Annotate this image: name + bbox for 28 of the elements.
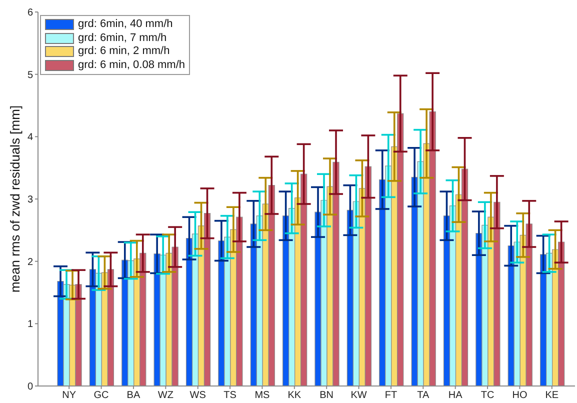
x-tick-label: GC (94, 390, 109, 402)
y-tick-label: 6 (27, 8, 34, 19)
x-tick-label: BN (320, 390, 334, 402)
y-tick-label: 4 (27, 132, 34, 144)
x-tick-label: MS (254, 390, 270, 402)
x-tick-label: KK (288, 390, 302, 402)
legend-label: grd: 6min, 7 mm/h (78, 32, 167, 45)
x-tick-label: FT (384, 390, 398, 402)
x-tick-label: WS (190, 390, 206, 402)
legend-label: grd: 6 min, 0.08 mm/h (78, 58, 185, 72)
y-tick-label: 1 (27, 319, 34, 330)
x-tick-label: HO (512, 390, 528, 402)
x-tick-label: TA (417, 390, 430, 402)
x-tick-label: BA (126, 390, 140, 402)
y-axis-title: mean rms of zwd residuals [mm] (8, 105, 22, 293)
x-tick-label: WZ (158, 390, 174, 402)
legend-label: grd: 6 min, 2 mm/h (78, 45, 170, 58)
x-tick-label: NY (62, 390, 76, 402)
x-tick-label: HA (448, 390, 463, 402)
y-tick-label: 0 (27, 382, 34, 393)
legend-label: grd: 6min, 40 mm/h (78, 18, 173, 32)
x-tick-label: TC (480, 390, 494, 402)
x-tick-label: KW (350, 390, 368, 402)
y-tick-label: 5 (27, 70, 34, 81)
y-tick-label: 2 (27, 256, 34, 268)
y-tick-label: 3 (27, 194, 34, 206)
x-tick-label: TS (224, 390, 237, 402)
x-tick-label: KE (545, 390, 559, 402)
